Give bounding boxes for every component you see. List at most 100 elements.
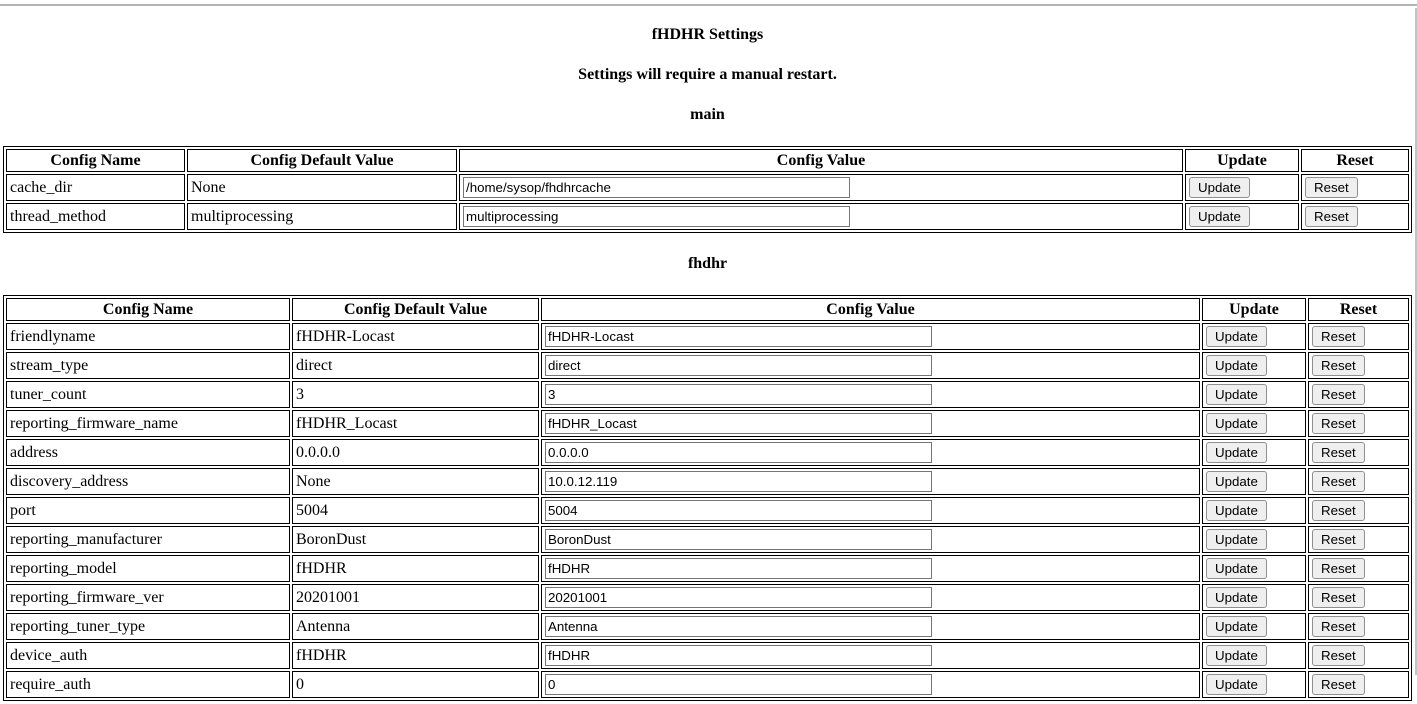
update-button[interactable]: Update — [1206, 674, 1267, 695]
reset-cell: Reset — [1308, 526, 1409, 553]
config-default-cell: fHDHR-Locast — [292, 323, 539, 350]
reset-button[interactable]: Reset — [1312, 587, 1365, 608]
update-button[interactable]: Update — [1206, 326, 1267, 347]
config-row: discovery_address None Update Reset — [6, 468, 1409, 495]
section-title-main: main — [3, 106, 1412, 124]
reset-cell: Reset — [1308, 642, 1409, 669]
reset-cell: Reset — [1308, 497, 1409, 524]
reset-button[interactable]: Reset — [1305, 206, 1358, 227]
config-value-input[interactable] — [545, 326, 932, 347]
config-value-cell — [541, 584, 1200, 611]
reset-button[interactable]: Reset — [1312, 442, 1365, 463]
update-button[interactable]: Update — [1206, 355, 1267, 376]
config-table-fhdhr: Config Name Config Default Value Config … — [3, 295, 1412, 701]
reset-cell: Reset — [1308, 555, 1409, 582]
config-value-input[interactable] — [545, 616, 932, 637]
update-cell: Update — [1202, 352, 1306, 379]
reset-button[interactable]: Reset — [1312, 326, 1365, 347]
config-row: reporting_manufacturer BoronDust Update … — [6, 526, 1409, 553]
config-value-input[interactable] — [545, 674, 932, 695]
config-default-cell: None — [292, 468, 539, 495]
update-button[interactable]: Update — [1206, 529, 1267, 550]
column-header-config-name: Config Name — [6, 298, 290, 321]
column-header-config-name: Config Name — [6, 149, 185, 172]
config-row: stream_type direct Update Reset — [6, 352, 1409, 379]
config-value-input[interactable] — [545, 471, 932, 492]
update-button[interactable]: Update — [1206, 471, 1267, 492]
config-value-input[interactable] — [463, 177, 850, 198]
config-value-input[interactable] — [545, 355, 932, 376]
config-row: tuner_count 3 Update Reset — [6, 381, 1409, 408]
config-value-input[interactable] — [545, 645, 932, 666]
reset-button[interactable]: Reset — [1312, 645, 1365, 666]
update-button[interactable]: Update — [1206, 587, 1267, 608]
update-button[interactable]: Update — [1206, 384, 1267, 405]
config-value-input[interactable] — [545, 529, 932, 550]
reset-cell: Reset — [1308, 439, 1409, 466]
reset-button[interactable]: Reset — [1312, 558, 1365, 579]
config-name-cell: reporting_firmware_ver — [6, 584, 290, 611]
config-default-cell: Antenna — [292, 613, 539, 640]
update-cell: Update — [1202, 323, 1306, 350]
reset-button[interactable]: Reset — [1312, 616, 1365, 637]
config-name-cell: reporting_tuner_type — [6, 613, 290, 640]
config-value-cell — [541, 352, 1200, 379]
config-value-input[interactable] — [545, 442, 932, 463]
reset-cell: Reset — [1308, 584, 1409, 611]
update-button[interactable]: Update — [1189, 206, 1250, 227]
reset-button[interactable]: Reset — [1312, 355, 1365, 376]
reset-button[interactable]: Reset — [1312, 500, 1365, 521]
reset-button[interactable]: Reset — [1312, 384, 1365, 405]
reset-cell: Reset — [1308, 352, 1409, 379]
update-cell: Update — [1185, 203, 1299, 230]
config-value-input[interactable] — [545, 500, 932, 521]
config-row: thread_method multiprocessing Update Res… — [6, 203, 1409, 230]
table-header-row: Config Name Config Default Value Config … — [6, 149, 1409, 172]
update-button[interactable]: Update — [1206, 645, 1267, 666]
config-default-cell: 20201001 — [292, 584, 539, 611]
column-header-reset: Reset — [1301, 149, 1409, 172]
update-button[interactable]: Update — [1206, 616, 1267, 637]
reset-cell: Reset — [1308, 323, 1409, 350]
column-header-config-value: Config Value — [459, 149, 1183, 172]
config-name-cell: discovery_address — [6, 468, 290, 495]
reset-button[interactable]: Reset — [1305, 177, 1358, 198]
update-cell: Update — [1202, 613, 1306, 640]
reset-button[interactable]: Reset — [1312, 529, 1365, 550]
config-default-cell: fHDHR — [292, 555, 539, 582]
config-value-cell — [541, 613, 1200, 640]
config-value-input[interactable] — [545, 558, 932, 579]
reset-button[interactable]: Reset — [1312, 413, 1365, 434]
config-value-input[interactable] — [545, 587, 932, 608]
config-name-cell: port — [6, 497, 290, 524]
config-name-cell: tuner_count — [6, 381, 290, 408]
reset-cell: Reset — [1301, 174, 1409, 201]
update-cell: Update — [1185, 174, 1299, 201]
config-value-cell — [541, 671, 1200, 698]
config-row: friendlyname fHDHR-Locast Update Reset — [6, 323, 1409, 350]
column-header-update: Update — [1185, 149, 1299, 172]
config-default-cell: 3 — [292, 381, 539, 408]
update-cell: Update — [1202, 642, 1306, 669]
update-button[interactable]: Update — [1189, 177, 1250, 198]
config-value-input[interactable] — [545, 384, 932, 405]
config-value-cell — [541, 555, 1200, 582]
config-value-cell — [541, 410, 1200, 437]
config-row: port 5004 Update Reset — [6, 497, 1409, 524]
reset-button[interactable]: Reset — [1312, 471, 1365, 492]
config-value-input[interactable] — [545, 413, 932, 434]
config-row: device_auth fHDHR Update Reset — [6, 642, 1409, 669]
reset-button[interactable]: Reset — [1312, 674, 1365, 695]
reset-cell: Reset — [1308, 410, 1409, 437]
reset-cell: Reset — [1301, 203, 1409, 230]
config-value-cell — [541, 439, 1200, 466]
config-value-input[interactable] — [463, 206, 850, 227]
update-button[interactable]: Update — [1206, 442, 1267, 463]
page-subtitle: Settings will require a manual restart. — [3, 66, 1412, 84]
update-button[interactable]: Update — [1206, 413, 1267, 434]
config-name-cell: cache_dir — [6, 174, 185, 201]
update-button[interactable]: Update — [1206, 558, 1267, 579]
update-button[interactable]: Update — [1206, 500, 1267, 521]
config-name-cell: address — [6, 439, 290, 466]
config-name-cell: require_auth — [6, 671, 290, 698]
